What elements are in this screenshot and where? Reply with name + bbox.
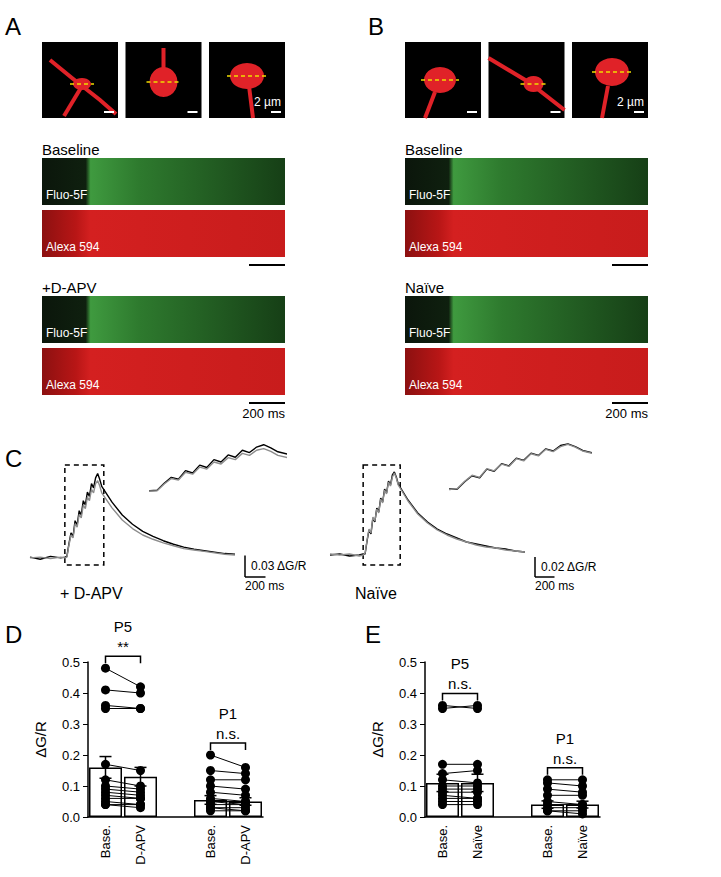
svg-text:Naïve: Naïve [355,585,397,602]
svg-text:C: C [5,445,22,472]
svg-text:D: D [5,621,22,648]
svg-text:Fluo-5F: Fluo-5F [409,326,450,340]
svg-text:P5: P5 [451,655,469,672]
svg-text:A: A [5,13,21,40]
svg-text:Fluo-5F: Fluo-5F [46,188,87,202]
svg-text:Base.: Base. [540,825,555,858]
svg-text:+D-APV: +D-APV [42,279,97,296]
svg-text:Base.: Base. [98,825,113,858]
svg-text:ΔG/R: ΔG/R [32,721,49,758]
svg-text:0.02 ΔG/R: 0.02 ΔG/R [541,560,597,574]
svg-text:Naïve: Naïve [575,825,590,859]
svg-text:Alexa 594: Alexa 594 [46,378,100,392]
svg-text:E: E [365,621,381,648]
svg-text:Naïve: Naïve [470,825,485,859]
svg-text:0.0: 0.0 [399,810,417,825]
svg-text:Alexa 594: Alexa 594 [409,378,463,392]
svg-text:Naïve: Naïve [405,279,444,296]
svg-text:n.s.: n.s. [553,750,577,767]
svg-text:n.s.: n.s. [216,725,240,742]
svg-text:P1: P1 [219,705,237,722]
svg-text:P1: P1 [556,730,574,747]
svg-text:Alexa 594: Alexa 594 [409,240,463,254]
svg-text:**: ** [117,638,129,655]
svg-text:0.1: 0.1 [62,779,80,794]
svg-text:0.1: 0.1 [399,779,417,794]
svg-text:0.3: 0.3 [62,717,80,732]
svg-text:0.5: 0.5 [62,655,80,670]
svg-text:ΔG/R: ΔG/R [369,721,386,758]
svg-text:Fluo-5F: Fluo-5F [409,188,450,202]
svg-text:200 ms: 200 ms [245,579,284,593]
svg-text:0.0: 0.0 [62,810,80,825]
svg-text:0.2: 0.2 [399,748,417,763]
svg-text:2 µm: 2 µm [617,95,644,109]
svg-text:D-APV: D-APV [238,825,253,865]
svg-text:0.5: 0.5 [399,655,417,670]
svg-text:0.4: 0.4 [399,686,417,701]
svg-text:0.4: 0.4 [62,686,80,701]
svg-text:200 ms: 200 ms [242,406,285,421]
svg-text:0.3: 0.3 [399,717,417,732]
svg-text:Base.: Base. [435,825,450,858]
svg-text:n.s.: n.s. [448,675,472,692]
svg-text:Fluo-5F: Fluo-5F [46,326,87,340]
svg-text:P5: P5 [114,618,132,635]
svg-text:0.2: 0.2 [62,748,80,763]
svg-text:Baseline: Baseline [42,141,100,158]
svg-text:D-APV: D-APV [133,825,148,865]
svg-text:0.03 ΔG/R: 0.03 ΔG/R [251,559,307,573]
svg-text:B: B [368,13,384,40]
svg-text:200 ms: 200 ms [535,579,574,593]
svg-text:+ D-APV: + D-APV [60,585,123,602]
svg-text:Baseline: Baseline [405,141,463,158]
svg-text:Base.: Base. [203,825,218,858]
svg-text:200 ms: 200 ms [605,406,648,421]
svg-text:Alexa 594: Alexa 594 [46,240,100,254]
svg-text:2 µm: 2 µm [254,95,281,109]
